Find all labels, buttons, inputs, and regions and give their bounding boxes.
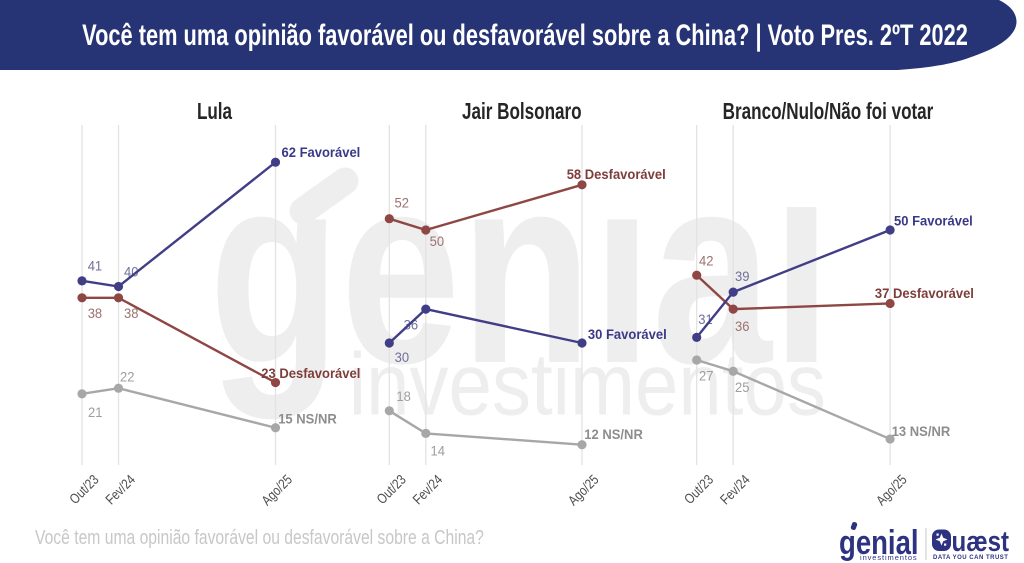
svg-text:12 NS/NR: 12 NS/NR xyxy=(584,427,643,443)
svg-text:Você tem uma opinião favorável: Você tem uma opinião favorável ou desfav… xyxy=(82,18,968,52)
svg-text:investimentos: investimentos xyxy=(860,553,918,562)
svg-text:uæst: uæst xyxy=(952,525,1010,558)
svg-text:Lula: Lula xyxy=(197,100,233,125)
svg-text:14: 14 xyxy=(431,443,446,459)
svg-text:22: 22 xyxy=(120,369,134,385)
svg-text:Out/23: Out/23 xyxy=(66,471,102,507)
svg-text:50 Favorável: 50 Favorável xyxy=(894,213,973,229)
svg-text:38: 38 xyxy=(88,306,102,322)
svg-text:investimentos: investimentos xyxy=(349,335,826,433)
svg-text:Jair Bolsonaro: Jair Bolsonaro xyxy=(462,100,582,125)
svg-text:40: 40 xyxy=(124,264,138,280)
svg-text:23 Desfavorável: 23 Desfavorável xyxy=(261,366,360,382)
svg-text:Você tem uma opinião favorável: Você tem uma opinião favorável ou desfav… xyxy=(35,526,484,548)
svg-text:50: 50 xyxy=(430,234,444,250)
svg-text:Fev/24: Fev/24 xyxy=(717,471,753,507)
svg-text:Fev/24: Fev/24 xyxy=(409,471,445,507)
svg-text:25: 25 xyxy=(735,380,749,396)
svg-text:Branco/Nulo/Não foi votar: Branco/Nulo/Não foi votar xyxy=(723,100,934,125)
svg-text:Ago/25: Ago/25 xyxy=(873,471,910,508)
svg-text:21: 21 xyxy=(88,405,102,421)
svg-text:27: 27 xyxy=(699,368,713,384)
svg-text:37 Desfavorável: 37 Desfavorável xyxy=(875,286,974,302)
svg-text:Ago/25: Ago/25 xyxy=(258,471,295,508)
svg-text:Fev/24: Fev/24 xyxy=(102,471,138,507)
svg-text:Out/23: Out/23 xyxy=(681,471,717,507)
svg-text:36: 36 xyxy=(735,318,749,334)
svg-text:39: 39 xyxy=(735,269,749,285)
svg-text:15 NS/NR: 15 NS/NR xyxy=(278,411,337,427)
svg-text:DATA YOU CAN TRUST: DATA YOU CAN TRUST xyxy=(933,555,1008,561)
svg-text:30: 30 xyxy=(395,350,409,366)
svg-text:62 Favorável: 62 Favorável xyxy=(282,145,361,161)
svg-text:13 NS/NR: 13 NS/NR xyxy=(892,424,951,440)
svg-text:Out/23: Out/23 xyxy=(373,471,409,507)
svg-text:38: 38 xyxy=(124,306,138,322)
svg-text:42: 42 xyxy=(699,253,713,269)
svg-text:41: 41 xyxy=(88,258,102,274)
svg-text:18: 18 xyxy=(396,389,410,405)
svg-text:52: 52 xyxy=(395,195,409,211)
svg-text:58 Desfavorável: 58 Desfavorável xyxy=(567,167,666,183)
svg-text:30 Favorável: 30 Favorável xyxy=(588,327,667,343)
svg-text:Ago/25: Ago/25 xyxy=(565,471,602,508)
